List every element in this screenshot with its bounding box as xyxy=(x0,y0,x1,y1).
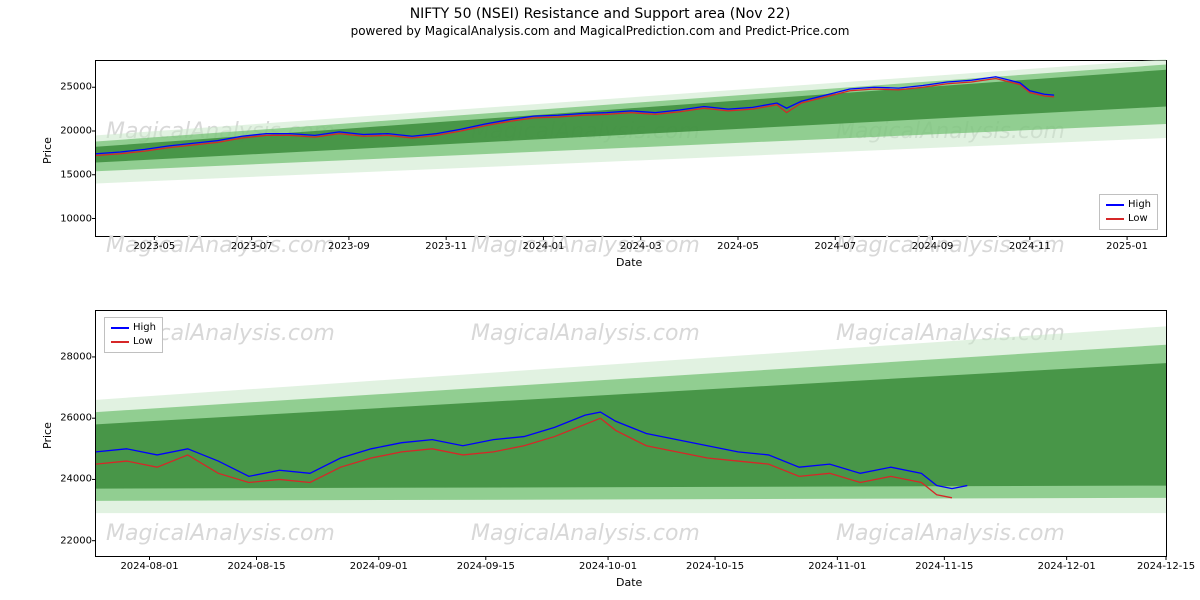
x-tick-label: 2024-05 xyxy=(717,241,759,252)
plot-svg xyxy=(96,61,1166,236)
chart-container: NIFTY 50 (NSEI) Resistance and Support a… xyxy=(0,0,1200,600)
chart-subtitle: powered by MagicalAnalysis.com and Magic… xyxy=(0,22,1200,42)
y-tick-label: 24000 xyxy=(54,474,92,485)
legend-swatch xyxy=(111,327,129,329)
legend-swatch xyxy=(1106,218,1124,220)
y-tick-label: 26000 xyxy=(54,413,92,424)
legend-swatch xyxy=(111,341,129,343)
x-tick-label: 2024-03 xyxy=(620,241,662,252)
x-tick-label: 2024-10-15 xyxy=(686,561,744,572)
y-tick-label: 28000 xyxy=(54,351,92,362)
x-tick-label: 2024-09-15 xyxy=(457,561,515,572)
legend-item: High xyxy=(111,321,156,335)
y-tick-label: 10000 xyxy=(54,213,92,224)
y-tick-label: 15000 xyxy=(54,169,92,180)
x-tick-label: 2024-08-15 xyxy=(227,561,285,572)
x-tick-label: 2024-11-01 xyxy=(808,561,866,572)
x-tick-label: 2025-01 xyxy=(1106,241,1148,252)
x-tick-label: 2024-09 xyxy=(912,241,954,252)
x-tick-label: 2023-09 xyxy=(328,241,370,252)
watermark: MagicalAnalysis.com xyxy=(471,233,700,258)
chart-panel-top: MagicalAnalysis.comMagicalAnalysis.comMa… xyxy=(95,60,1167,237)
legend: HighLow xyxy=(104,317,163,353)
y-tick-label: 22000 xyxy=(54,535,92,546)
x-tick-label: 2023-07 xyxy=(231,241,273,252)
x-tick-label: 2023-11 xyxy=(425,241,467,252)
x-tick-label: 2024-11 xyxy=(1009,241,1051,252)
x-tick-label: 2024-09-01 xyxy=(350,561,408,572)
legend: HighLow xyxy=(1099,194,1158,230)
y-tick-label: 25000 xyxy=(54,82,92,93)
x-axis-label: Date xyxy=(616,256,642,269)
legend-item: Low xyxy=(1106,212,1151,226)
legend-swatch xyxy=(1106,204,1124,206)
y-tick-label: 20000 xyxy=(54,126,92,137)
x-tick-label: 2024-12-01 xyxy=(1038,561,1096,572)
x-tick-label: 2024-12-15 xyxy=(1137,561,1195,572)
chart-title: NIFTY 50 (NSEI) Resistance and Support a… xyxy=(0,0,1200,22)
legend-label: High xyxy=(133,321,156,335)
x-tick-label: 2024-11-15 xyxy=(915,561,973,572)
x-axis-label: Date xyxy=(616,576,642,589)
legend-item: Low xyxy=(111,335,156,349)
legend-label: Low xyxy=(133,335,153,349)
x-tick-label: 2024-01 xyxy=(523,241,565,252)
chart-panel-bottom: MagicalAnalysis.comMagicalAnalysis.comMa… xyxy=(95,310,1167,557)
legend-label: Low xyxy=(1128,212,1148,226)
legend-item: High xyxy=(1106,198,1151,212)
y-axis-label: Price xyxy=(41,137,54,164)
x-tick-label: 2024-08-01 xyxy=(120,561,178,572)
legend-label: High xyxy=(1128,198,1151,212)
y-axis-label: Price xyxy=(41,422,54,449)
x-tick-label: 2024-07 xyxy=(814,241,856,252)
x-tick-label: 2024-10-01 xyxy=(579,561,637,572)
plot-svg xyxy=(96,311,1166,556)
x-tick-label: 2023-05 xyxy=(133,241,175,252)
